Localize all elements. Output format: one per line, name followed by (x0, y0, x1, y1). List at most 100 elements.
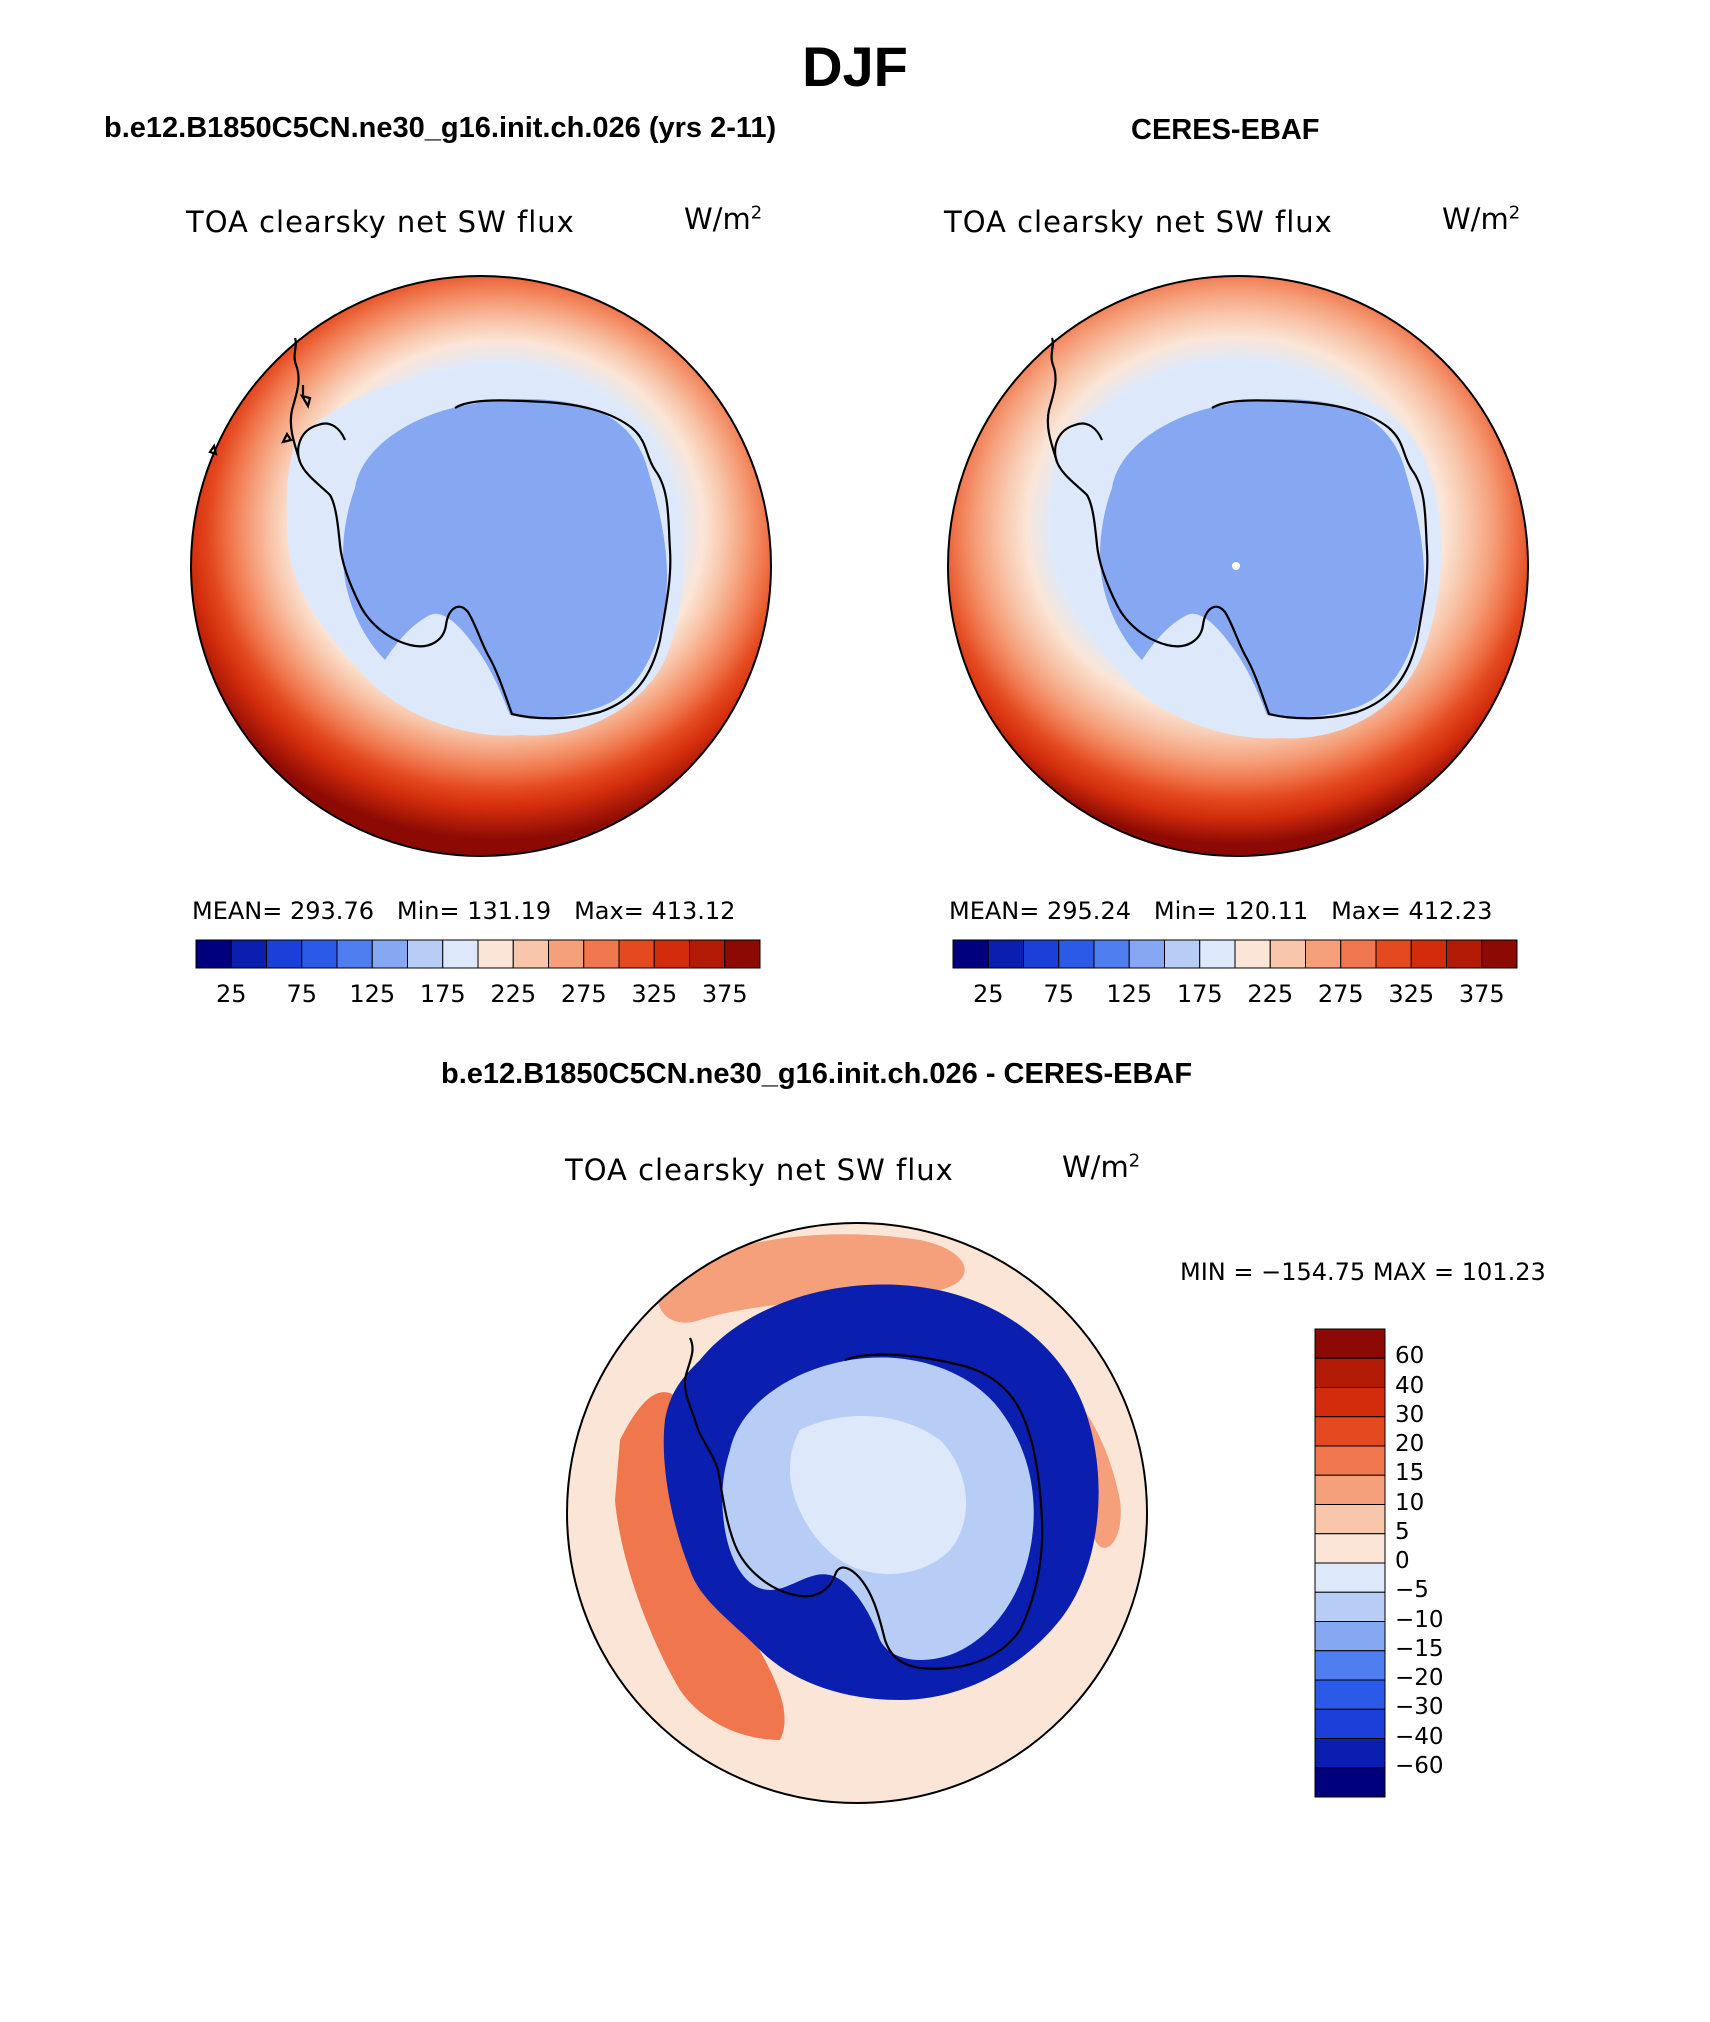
obs-colorbar-cell (1340, 939, 1377, 969)
diff-colorbar-level: 15 (1395, 1460, 1425, 1487)
model-colorbar-tick: 375 (701, 980, 748, 1008)
diff-colorbar-cell (1314, 1357, 1386, 1388)
diff-colorbar-cell (1314, 1767, 1386, 1798)
diff-units: W/m2 (1062, 1150, 1140, 1184)
obs-colorbar-tick: 175 (1176, 980, 1223, 1008)
model-mean-label: MEAN= (192, 897, 283, 925)
obs-max: 412.23 (1408, 897, 1493, 925)
obs-coastline (1054, 399, 1429, 720)
obs-peninsula (1046, 337, 1059, 463)
obs-map-border (947, 275, 1529, 857)
model-colorbar-cell (548, 939, 585, 969)
obs-colorbar-cell (1093, 939, 1130, 969)
model-islands (208, 385, 312, 456)
obs-map (947, 275, 1529, 857)
obs-colorbar-tick: 275 (1317, 980, 1364, 1008)
diff-colorbar-level: −20 (1395, 1665, 1444, 1691)
obs-max-label: Max= (1331, 897, 1401, 925)
diff-map-border (566, 1222, 1148, 1804)
diff-colorbar-cell (1314, 1387, 1386, 1418)
model-colorbar-tick: 225 (490, 980, 537, 1008)
obs-min: 120.11 (1224, 897, 1309, 925)
model-colorbar-cell (195, 939, 232, 969)
model-coastline (297, 399, 672, 720)
model-max: 413.12 (651, 897, 736, 925)
model-case-title: b.e12.B1850C5CN.ne30_g16.init.ch.026 (yr… (104, 112, 777, 144)
obs-colorbar-tick: 375 (1458, 980, 1505, 1008)
model-units-base: W/m (684, 202, 751, 236)
obs-colorbar-tick: 225 (1247, 980, 1294, 1008)
obs-colorbar-tick: 125 (1106, 980, 1153, 1008)
model-map (190, 275, 772, 857)
model-mean: 293.76 (290, 897, 374, 925)
obs-min-label: Min= (1153, 897, 1217, 925)
obs-colorbar-cell (1446, 939, 1483, 969)
model-colorbar-cell (653, 939, 690, 969)
obs-colorbar-cell (1305, 939, 1342, 969)
obs-colorbar-cell (1199, 939, 1236, 969)
diff-colorbar-level: −15 (1395, 1635, 1444, 1662)
diff-colorbar-cell (1314, 1328, 1386, 1359)
diff-colorbar-cell (1314, 1650, 1386, 1681)
diff-colorbar-level: −60 (1395, 1752, 1444, 1779)
diff-colorbar-level: 40 (1395, 1372, 1425, 1399)
diff-colorbar-cell (1314, 1679, 1386, 1710)
diff-colorbar-cell (1314, 1504, 1386, 1535)
diff-colorbar-cell (1314, 1738, 1386, 1769)
diff-colorbar-cell (1314, 1474, 1386, 1505)
diff-minmax: MIN = −154.75 MAX = 101.23 (1180, 1258, 1546, 1286)
model-colorbar-cell (583, 939, 620, 969)
obs-field-title: TOA clearsky net SW flux (944, 205, 1333, 239)
model-colorbar-cell (477, 939, 514, 969)
model-colorbar-tick: 275 (560, 980, 607, 1008)
obs-colorbar-tick: 25 (972, 980, 1004, 1008)
obs-colorbar-cell (1164, 939, 1201, 969)
model-colorbar-cell (442, 939, 479, 969)
model-colorbar-cell (301, 939, 338, 969)
model-colorbar-cell (724, 939, 761, 969)
diff-units-base: W/m (1062, 1150, 1129, 1184)
model-units: W/m2 (684, 202, 762, 236)
model-map-border (190, 275, 772, 857)
model-units-exp: 2 (750, 202, 763, 224)
diff-case-title: b.e12.B1850C5CN.ne30_g16.init.ch.026 - C… (441, 1058, 1193, 1090)
diff-colorbar-level: 0 (1395, 1548, 1410, 1574)
obs-colorbar-tick: 75 (1043, 980, 1075, 1008)
obs-colorbar-tick: 325 (1388, 980, 1435, 1008)
model-colorbar-cell (618, 939, 655, 969)
model-colorbar-cell (512, 939, 549, 969)
model-colorbar-tick: 25 (215, 980, 247, 1008)
obs-case-title: CERES-EBAF (1131, 114, 1320, 146)
obs-colorbar-cell (1481, 939, 1518, 969)
diff-colorbar (1314, 1328, 1386, 1798)
diff-colorbar-level: −30 (1395, 1694, 1444, 1721)
diff-colorbar-level: −5 (1395, 1577, 1429, 1604)
diff-colorbar-level: −40 (1395, 1723, 1444, 1750)
diff-colorbar-cell (1314, 1591, 1386, 1622)
model-colorbar-tick: 75 (286, 980, 318, 1008)
diff-colorbar-level: 5 (1395, 1518, 1410, 1545)
obs-units-base: W/m (1442, 202, 1509, 236)
obs-colorbar-cell (1375, 939, 1412, 969)
diff-field-title: TOA clearsky net SW flux (565, 1153, 954, 1187)
diff-colorbar-level: 30 (1395, 1401, 1425, 1428)
obs-units: W/m2 (1442, 202, 1520, 236)
model-peninsula (289, 337, 302, 463)
model-colorbar-cell (371, 939, 408, 969)
diff-map (566, 1222, 1148, 1804)
diff-colorbar-cell (1314, 1533, 1386, 1564)
diff-units-exp: 2 (1128, 1150, 1141, 1172)
model-field-title: TOA clearsky net SW flux (186, 205, 575, 239)
obs-colorbar-cell (1410, 939, 1447, 969)
figure-title: DJF (802, 35, 908, 98)
model-min-label: Min= (396, 897, 460, 925)
diff-coastline (693, 1353, 1044, 1670)
model-colorbar-cell (266, 939, 303, 969)
model-colorbar-cell (336, 939, 373, 969)
obs-stats: MEAN= 295.24 Min= 120.11 Max= 412.23 (949, 897, 1492, 925)
model-antarctica (343, 398, 668, 718)
diff-colorbar-cell (1314, 1416, 1386, 1447)
model-colorbar-tick: 325 (631, 980, 678, 1008)
model-colorbar (195, 939, 761, 969)
